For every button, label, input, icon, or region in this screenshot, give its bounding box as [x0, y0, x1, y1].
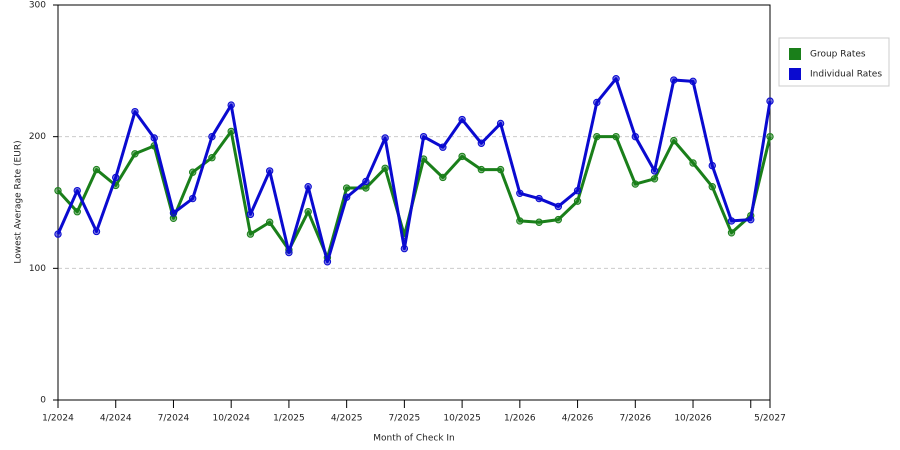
point	[342, 184, 351, 192]
point	[208, 154, 216, 162]
point	[631, 180, 639, 188]
point	[670, 76, 678, 84]
point	[612, 75, 620, 83]
point	[573, 186, 582, 195]
x-tick-label: 10/2026	[674, 414, 712, 424]
point	[535, 218, 543, 226]
point	[265, 167, 274, 175]
point	[516, 217, 524, 225]
point	[246, 230, 255, 238]
point	[323, 258, 332, 266]
point	[458, 115, 466, 124]
point	[535, 194, 543, 203]
x-tick-label: 4/2024	[100, 414, 132, 424]
point	[54, 186, 62, 195]
legend-swatch	[789, 68, 801, 80]
point	[439, 173, 447, 182]
point	[631, 132, 639, 141]
point	[496, 119, 505, 128]
point	[73, 208, 81, 216]
point	[265, 218, 274, 226]
point	[285, 248, 293, 257]
legend-label: Group Rates	[810, 50, 866, 60]
point	[670, 136, 678, 145]
point	[150, 134, 158, 142]
y-axis-label: Lowest Average Rate (EUR)	[14, 140, 24, 263]
point	[650, 167, 659, 175]
point	[92, 227, 101, 236]
point	[573, 197, 582, 205]
point	[304, 183, 312, 191]
point	[419, 132, 428, 141]
point	[92, 165, 101, 174]
point	[381, 164, 389, 172]
y-tick-label: 100	[29, 264, 46, 274]
point	[689, 159, 697, 167]
point	[400, 244, 409, 253]
point	[131, 150, 139, 158]
point	[458, 152, 466, 161]
point	[362, 177, 370, 186]
x-tick-label: 7/2025	[389, 414, 421, 424]
point	[727, 229, 736, 237]
y-tick-label: 200	[29, 132, 46, 142]
y-tick-label: 300	[29, 1, 46, 11]
x-tick-label: 1/2025	[273, 414, 305, 424]
point	[766, 132, 774, 141]
x-tick-label: 5/2027	[754, 414, 786, 424]
legend-label: Individual Rates	[810, 70, 882, 80]
x-axis-label: Month of Check In	[373, 434, 455, 444]
point	[650, 175, 659, 183]
point	[112, 173, 120, 182]
point	[747, 215, 755, 224]
point	[362, 184, 370, 192]
point	[554, 215, 563, 224]
x-tick-label: 10/2025	[443, 414, 480, 424]
x-tick-label: 1/2026	[504, 414, 536, 424]
point	[766, 97, 774, 105]
point	[496, 165, 505, 174]
point	[246, 210, 255, 219]
point	[73, 186, 81, 195]
point	[554, 202, 563, 211]
point	[131, 107, 139, 116]
point	[593, 132, 601, 141]
point	[189, 168, 197, 176]
point	[227, 127, 235, 136]
point	[342, 193, 351, 201]
x-tick-label: 4/2025	[331, 414, 363, 424]
point	[612, 132, 620, 141]
x-tick-label: 10/2024	[212, 414, 250, 424]
point	[439, 143, 447, 151]
series-line	[56, 77, 772, 264]
point	[189, 194, 197, 203]
x-tick-label: 4/2026	[562, 414, 594, 424]
y-tick-label: 0	[40, 396, 46, 406]
plot-frame	[57, 4, 771, 401]
point	[708, 183, 716, 191]
x-tick-label: 1/2024	[42, 414, 74, 424]
point	[227, 101, 235, 109]
x-tick-label: 7/2026	[619, 414, 651, 424]
point	[516, 189, 524, 197]
point	[304, 208, 312, 216]
point	[477, 165, 486, 174]
point	[708, 161, 716, 170]
point	[169, 209, 178, 217]
legend-swatch	[789, 48, 801, 60]
point	[208, 132, 216, 141]
point	[727, 217, 736, 225]
point	[593, 98, 601, 107]
point	[689, 77, 697, 86]
point	[477, 139, 486, 147]
point	[54, 230, 62, 238]
point	[381, 134, 389, 142]
x-tick-label: 7/2024	[158, 414, 190, 424]
